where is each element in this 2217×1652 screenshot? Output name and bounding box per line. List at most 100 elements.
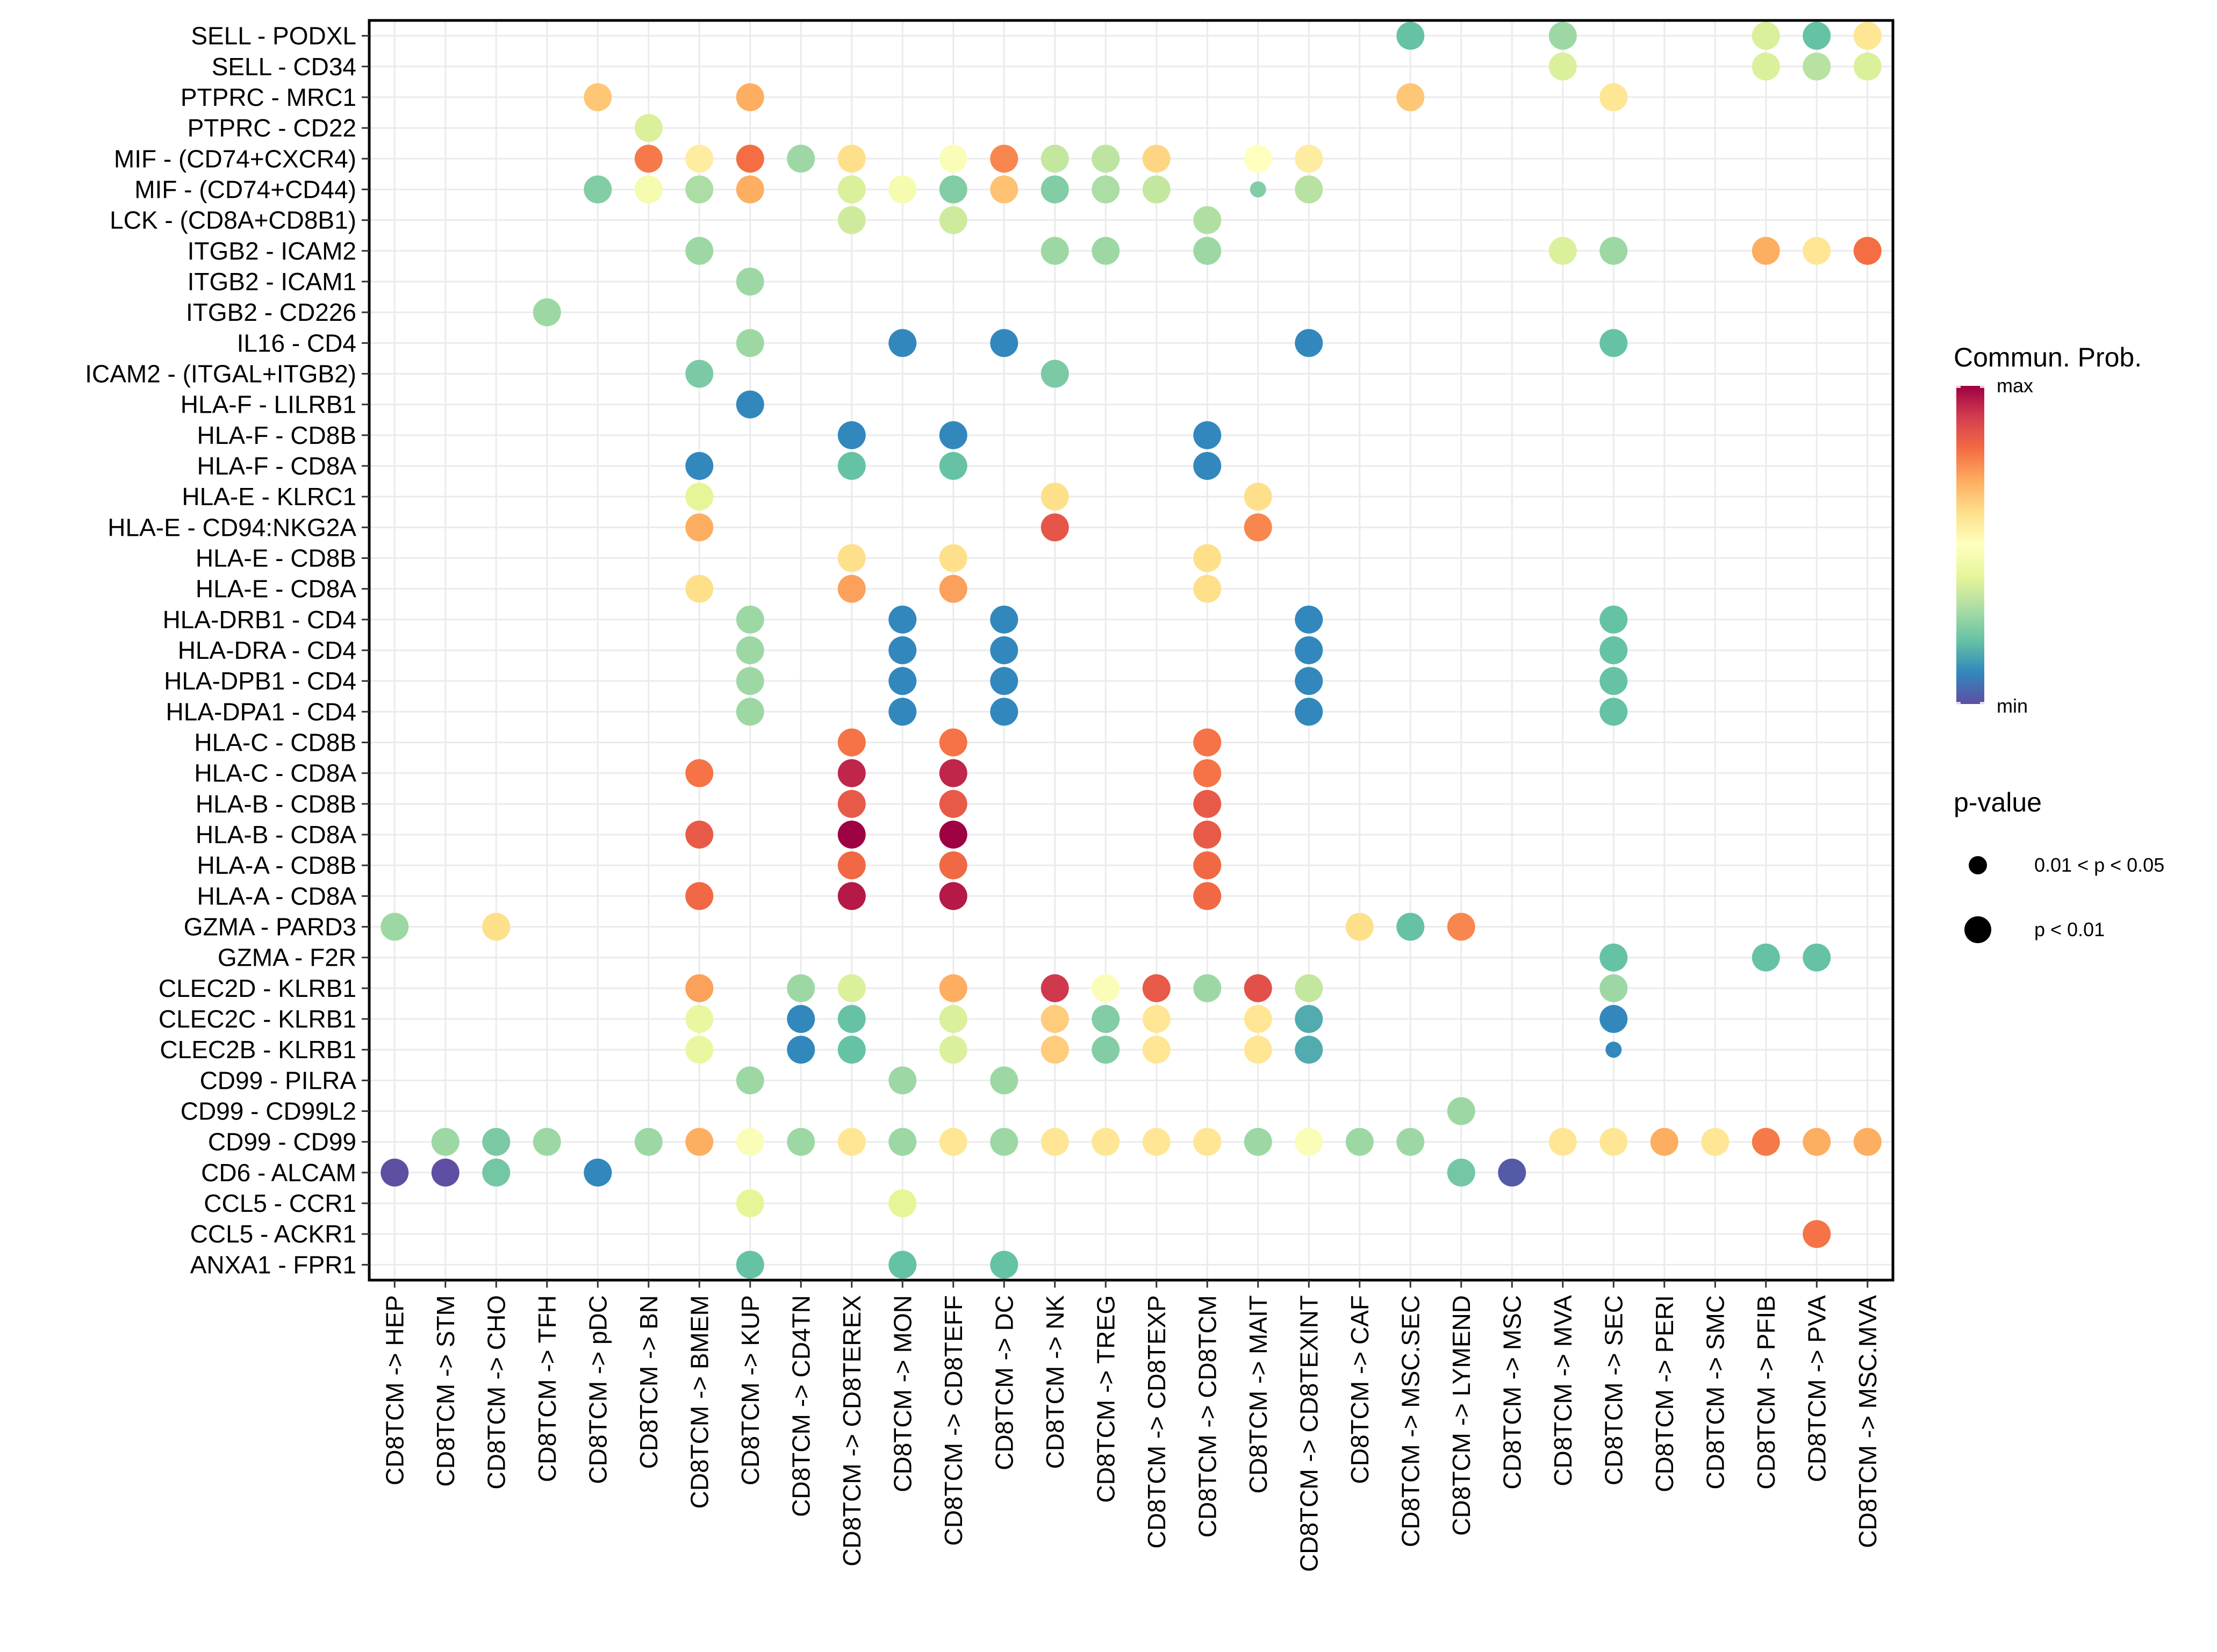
data-point [1548, 52, 1577, 81]
data-point [1650, 1127, 1678, 1156]
colorbar-max-label: max [1997, 375, 2033, 397]
data-point [837, 574, 866, 603]
data-point [1193, 728, 1222, 757]
data-point [1447, 1097, 1475, 1125]
y-tick-label: SELL - CD34 [212, 53, 356, 81]
data-point [837, 882, 866, 910]
data-point [1752, 1127, 1780, 1156]
data-point [685, 882, 714, 910]
data-point [685, 821, 714, 849]
data-point [1244, 483, 1272, 511]
y-tick-label: HLA-E - CD94:NKG2A [107, 513, 356, 541]
data-point [736, 175, 764, 204]
data-point [584, 175, 612, 204]
y-tick-label: MIF - (CD74+CXCR4) [114, 145, 356, 173]
data-point [1605, 1042, 1622, 1058]
x-axis: CD8TCM -> HEP CD8TCM -> STM CD8TCM -> CHO C… [381, 1280, 1882, 1572]
data-point [1092, 175, 1120, 204]
data-point [685, 1005, 714, 1033]
y-tick-label: ANXA1 - FPR1 [190, 1251, 356, 1278]
data-point [1244, 1036, 1272, 1064]
data-point [1396, 21, 1425, 50]
data-point [1548, 21, 1577, 50]
data-point [1244, 513, 1272, 542]
size-legend-title: p-value [1954, 787, 2042, 817]
data-point [1193, 851, 1222, 880]
data-point [1599, 236, 1628, 265]
data-point [837, 1005, 866, 1033]
x-tick-label: CD8TCM -> CD4TN [787, 1295, 815, 1517]
x-tick-label: CD8TCM -> CD8TEFF [939, 1295, 967, 1546]
data-point [1295, 667, 1323, 695]
y-tick-label: GZMA - PARD3 [184, 913, 356, 941]
data-point [685, 974, 714, 1002]
data-point [1599, 698, 1628, 726]
data-point [1041, 483, 1069, 511]
data-point [939, 789, 967, 818]
data-point [837, 821, 866, 849]
data-point [1447, 913, 1475, 941]
data-point [685, 360, 714, 388]
x-tick-label: CD8TCM -> MSC.MVA [1854, 1295, 1882, 1548]
y-tick-label: HLA-F - CD8A [197, 452, 357, 480]
x-tick-label: CD8TCM -> MSC [1498, 1295, 1526, 1490]
data-point [1447, 1158, 1475, 1187]
data-point [1803, 1127, 1831, 1156]
data-point [1599, 1127, 1628, 1156]
data-point [1092, 236, 1120, 265]
data-point [1599, 943, 1628, 972]
data-point [888, 1127, 917, 1156]
data-point [1092, 145, 1120, 173]
data-point [685, 759, 714, 787]
y-tick-label: CD99 - PILRA [200, 1066, 357, 1094]
data-point [1803, 943, 1831, 972]
y-tick-label: ICAM2 - (ITGAL+ITGB2) [85, 360, 356, 387]
data-point [1244, 1127, 1272, 1156]
y-tick-label: ITGB2 - ICAM2 [188, 237, 356, 265]
x-tick-label: CD8TCM -> MSC.SEC [1396, 1295, 1424, 1547]
data-point [837, 1036, 866, 1064]
data-point [990, 698, 1018, 726]
y-tick-label: IL16 - CD4 [237, 329, 356, 357]
data-point [736, 145, 764, 173]
data-point [787, 1127, 815, 1156]
y-tick-label: CD6 - ALCAM [201, 1159, 356, 1187]
data-point [1345, 913, 1374, 941]
data-point [888, 1189, 917, 1218]
y-tick-label: SELL - PODXL [191, 22, 356, 50]
data-point [1548, 1127, 1577, 1156]
x-tick-label: CD8TCM -> TREG [1092, 1295, 1120, 1503]
x-tick-label: CD8TCM -> BMEM [685, 1295, 713, 1509]
x-tick-label: CD8TCM -> HEP [381, 1295, 408, 1485]
y-tick-label: HLA-A - CD8B [197, 851, 356, 879]
data-point [634, 145, 663, 173]
data-point [685, 513, 714, 542]
data-point [1548, 236, 1577, 265]
data-point [1853, 1127, 1882, 1156]
y-tick-label: HLA-B - CD8B [196, 790, 356, 818]
data-point [837, 759, 866, 787]
data-point [1041, 1127, 1069, 1156]
data-point [837, 851, 866, 880]
y-tick-label: HLA-A - CD8A [197, 882, 356, 910]
y-tick-label: HLA-F - LILRB1 [181, 391, 356, 419]
data-point [939, 974, 967, 1002]
x-tick-label: CD8TCM -> LYMEND [1447, 1295, 1475, 1536]
data-point [1396, 83, 1425, 111]
data-point [1295, 1005, 1323, 1033]
data-point [1295, 1127, 1323, 1156]
data-point [837, 974, 866, 1002]
x-tick-label: CD8TCM -> CD8TEXP [1143, 1295, 1171, 1549]
data-point [381, 1158, 409, 1187]
data-point [1142, 1005, 1171, 1033]
data-point [939, 882, 967, 910]
size-legend-large-dot [1964, 916, 1991, 943]
size-legend-large-label: p < 0.01 [2034, 918, 2105, 940]
y-tick-label: ITGB2 - ICAM1 [188, 268, 356, 296]
y-tick-label: MIF - (CD74+CD44) [134, 175, 356, 203]
y-tick-label: HLA-C - CD8B [194, 729, 356, 757]
y-tick-label: HLA-DRA - CD4 [178, 636, 356, 664]
x-tick-label: CD8TCM -> CD8TCM [1193, 1295, 1221, 1538]
data-point [482, 913, 511, 941]
